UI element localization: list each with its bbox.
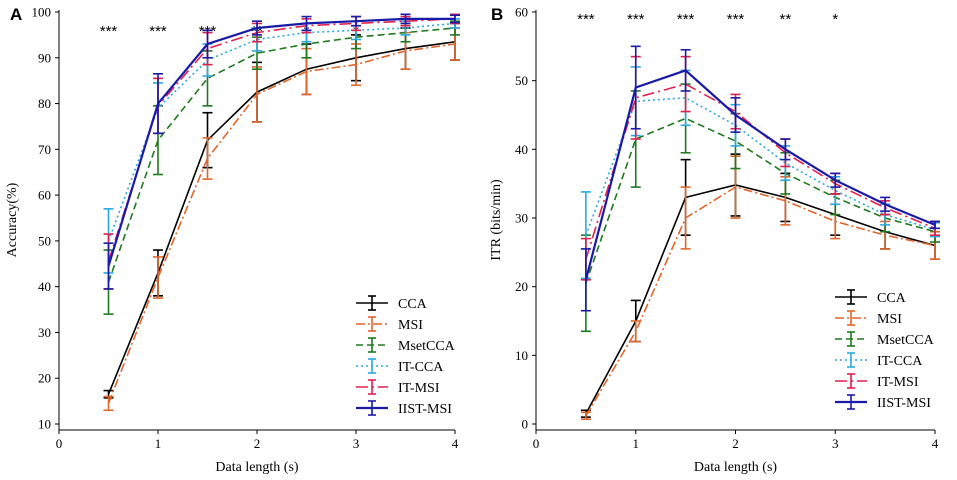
y-tick-label: 30 <box>515 211 528 226</box>
y-tick-label: 70 <box>38 142 51 157</box>
series-line <box>107 27 456 283</box>
legend-label: IIST-MSI <box>877 396 931 411</box>
legend-label: MSI <box>398 318 423 333</box>
y-tick-label: 50 <box>38 233 51 248</box>
y-tick-label: 80 <box>38 96 51 111</box>
x-tick-label: 0 <box>533 436 540 451</box>
series-it-cca <box>103 18 460 274</box>
series-line <box>107 17 455 267</box>
x-tick-label: 2 <box>732 436 739 451</box>
x-tick-label: 3 <box>832 436 839 451</box>
significance-marker: *** <box>677 11 695 28</box>
significance-marker: *** <box>627 11 645 28</box>
legend: CCA MSI MsetCCA IT-CCA IT-MSI IIST-MSI <box>356 295 456 417</box>
series-line <box>585 186 936 417</box>
x-tick-label: 2 <box>254 436 261 451</box>
panel-letter: B <box>491 5 503 24</box>
significance-marker: *** <box>577 11 595 28</box>
y-tick-label: 10 <box>515 348 528 363</box>
x-tick-label: 1 <box>633 436 640 451</box>
significance-marker: *** <box>149 23 167 40</box>
x-tick-label: 1 <box>155 436 162 451</box>
series-line <box>107 18 456 262</box>
y-tick-label: 0 <box>522 417 529 432</box>
legend-label: MsetCCA <box>398 339 456 354</box>
legend-label: IT-MSI <box>398 381 440 396</box>
legend: CCA MSI MsetCCA IT-CCA IT-MSI IIST-MSI <box>835 289 935 411</box>
y-tick-label: 20 <box>38 371 51 386</box>
panel-a: A 10 20 30 40 50 60 70 80 90 100 0 1 2 3 4 Data length (… <box>5 5 460 475</box>
panel-letter: A <box>10 5 22 24</box>
y-axis-label: ITR (bits/min) <box>489 179 504 261</box>
series-line <box>107 43 456 404</box>
y-tick-label: 40 <box>38 279 51 294</box>
series-msi <box>103 27 460 412</box>
series-line <box>585 83 936 260</box>
significance-marker: * <box>832 11 838 28</box>
significance-marker: *** <box>100 23 118 40</box>
legend-label: IT-CCA <box>877 354 923 369</box>
legend-label: CCA <box>398 297 428 312</box>
y-tick-label: 60 <box>38 188 51 203</box>
y-axis-label: Accuracy(%) <box>5 182 20 257</box>
x-tick-label: 4 <box>932 436 939 451</box>
significance-marker: *** <box>727 11 745 28</box>
legend-label: MsetCCA <box>877 333 935 348</box>
series-line <box>584 69 936 281</box>
y-tick-label: 10 <box>38 417 51 432</box>
series-it-cca <box>580 66 940 280</box>
x-axis-label: Data length (s) <box>694 460 778 475</box>
legend-label: IT-MSI <box>877 375 919 390</box>
y-tick-label: 40 <box>515 142 528 157</box>
x-tick-label: 4 <box>452 436 459 451</box>
y-tick-label: 90 <box>38 50 51 65</box>
series-iist-msi <box>103 13 460 290</box>
legend-label: IT-CCA <box>398 360 444 375</box>
series-line <box>585 117 936 284</box>
series-iist-msi <box>580 45 940 312</box>
legend-label: CCA <box>877 291 907 306</box>
significance-marker: ** <box>780 11 792 28</box>
x-axis-label: Data length (s) <box>215 460 299 475</box>
series-line <box>585 96 936 236</box>
series-line <box>107 22 456 242</box>
series-line <box>585 184 936 415</box>
y-tick-label: 30 <box>38 325 51 340</box>
series-line <box>107 41 456 395</box>
legend-label: MSI <box>877 312 902 327</box>
series-it-msi <box>103 13 460 290</box>
y-tick-label: 20 <box>515 279 528 294</box>
series-msetcca <box>103 20 460 315</box>
legend-label: IIST-MSI <box>398 402 452 417</box>
y-tick-label: 100 <box>32 5 52 20</box>
x-tick-label: 3 <box>353 436 360 451</box>
y-tick-label: 50 <box>515 73 528 88</box>
x-tick-label: 0 <box>56 436 63 451</box>
panel-b: B 0 10 20 30 40 50 60 0 1 2 3 4 Data length (s) ITR (b… <box>489 5 940 475</box>
y-tick-label: 60 <box>515 5 528 20</box>
